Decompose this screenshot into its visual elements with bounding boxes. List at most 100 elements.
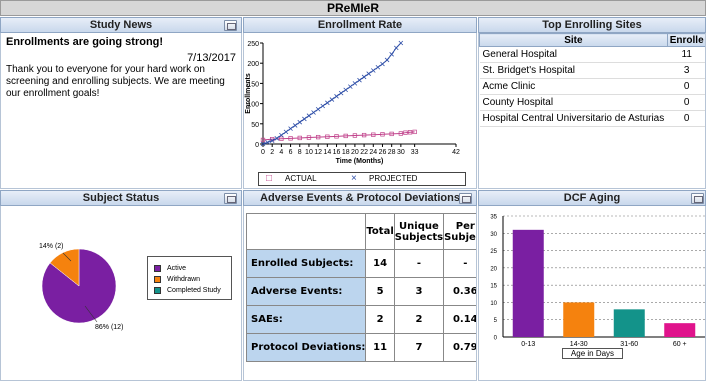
- enrollment-legend: □ ACTUAL × PROJECTED: [258, 172, 466, 186]
- legend-projected-label: PROJECTED: [369, 174, 418, 183]
- enr-x-tick-label: 0: [261, 149, 265, 156]
- projected-point: [320, 103, 326, 109]
- adverse-events-title: Adverse Events & Protocol Deviations: [260, 192, 460, 204]
- col-header-enrolled[interactable]: Enrolle: [666, 33, 705, 47]
- subject-status-title: Subject Status: [82, 192, 160, 204]
- enr-x-tick-label: 20: [351, 149, 359, 156]
- projected-point: [288, 126, 293, 131]
- enrollment-rate-title: Enrollment Rate: [317, 19, 403, 31]
- enr-y-tick-label: 250: [247, 41, 259, 48]
- projected-point: [338, 90, 344, 96]
- ae-total: 14: [365, 249, 395, 278]
- ae-row: SAEs: 2 2 0.14: [245, 305, 476, 334]
- adverse-events-header: Adverse Events & Protocol Deviations: [243, 190, 477, 206]
- ae-row-label: SAEs:: [245, 305, 367, 334]
- actual-point: [343, 133, 348, 139]
- actual-point: [380, 132, 385, 137]
- dcf-bar-1: [563, 302, 595, 337]
- projected-point: [329, 97, 335, 102]
- ae-unique: 2: [393, 305, 445, 334]
- enr-x-tick-label: 2: [270, 149, 274, 156]
- enr-x-tick-label: 42: [452, 149, 460, 156]
- site-enrolled: 0: [667, 110, 705, 127]
- ae-row-label: Adverse Events:: [245, 277, 367, 306]
- dcf-xlabel: Age in Days: [562, 348, 623, 359]
- actual-point: [361, 132, 367, 138]
- news-date: 7/13/2017: [187, 52, 236, 64]
- enr-x-tick-label: 26: [379, 149, 387, 156]
- col-header-site[interactable]: Site: [479, 33, 668, 47]
- ae-total: 2: [365, 305, 395, 334]
- actual-point: [407, 130, 413, 135]
- legend-item-active: Active: [154, 264, 186, 274]
- site-row[interactable]: St. Bridget's Hospital 3: [479, 62, 705, 79]
- site-row[interactable]: Acme Clinic 0: [479, 78, 705, 95]
- site-row[interactable]: General Hospital 11: [479, 46, 705, 63]
- enr-y-tick-label: 200: [247, 61, 259, 68]
- site-row[interactable]: Hospital Central Universitario de Asturi…: [479, 110, 705, 127]
- ae-total: 11: [365, 333, 395, 362]
- adverse-events-maximize-icon[interactable]: [459, 193, 472, 204]
- projected-point: [361, 74, 367, 80]
- dcf-x-tick-label: 60 +: [673, 341, 687, 348]
- news-headline: Enrollments are going strong!: [6, 36, 164, 48]
- projected-series-line: [262, 42, 402, 145]
- enr-x-tick-label: 16: [333, 149, 341, 156]
- site-row[interactable]: County Hospital 0: [479, 94, 705, 111]
- pie-label-large: 86% (12): [95, 324, 124, 331]
- ae-row-label: Protocol Deviations:: [245, 333, 367, 362]
- dcf-y-tick-label: 30: [490, 232, 497, 238]
- actual-point: [279, 136, 284, 141]
- subject-status-panel: 14% (2) 86% (12) Active Withdrawn Comple…: [0, 206, 242, 381]
- dcf-y-tick-label: 0: [494, 336, 498, 342]
- pie-label-small: 14% (2): [39, 243, 64, 250]
- subject-status-maximize-icon[interactable]: [224, 193, 237, 204]
- projected-point: [292, 123, 298, 128]
- ae-per-subject: 0.14: [443, 305, 476, 334]
- site-name: Hospital Central Universitario de Asturi…: [479, 110, 668, 127]
- study-news-header: Study News: [0, 17, 242, 33]
- enr-x-tick-label: 14: [323, 149, 331, 156]
- actual-point: [315, 134, 321, 140]
- projected-point: [357, 77, 362, 83]
- dcf-aging-maximize-icon[interactable]: [691, 193, 704, 204]
- projected-point: [274, 136, 280, 141]
- enr-x-tick-label: 4: [279, 149, 283, 156]
- enr-y-tick-label: 150: [247, 81, 259, 88]
- enrollment-rate-header: Enrollment Rate: [243, 17, 477, 33]
- study-news-maximize-icon[interactable]: [224, 20, 237, 31]
- projected-point: [302, 116, 307, 122]
- actual-point: [352, 133, 358, 138]
- dcf-aging-chart: 0 5 10 15 20 25 30 35 0-13 14-30 31-60 60 +: [490, 215, 705, 348]
- dcf-x-tick-label: 0-13: [521, 341, 535, 348]
- dcf-bar-2: [613, 309, 645, 337]
- actual-point: [334, 134, 339, 139]
- enr-ylabel: Enrollments: [245, 73, 252, 114]
- enr-x-tick-label: 30: [397, 149, 405, 156]
- actual-point: [412, 129, 417, 135]
- study-news-panel: Enrollments are going strong! 7/13/2017 …: [0, 33, 242, 189]
- app-title-bar: PReMIeR: [0, 0, 706, 16]
- site-enrolled: 11: [667, 46, 705, 63]
- site-enrolled: 0: [667, 78, 705, 95]
- ae-total: 5: [365, 277, 395, 306]
- site-name: Acme Clinic: [479, 78, 668, 95]
- dcf-bar-3: [664, 323, 696, 337]
- projected-point: [371, 68, 376, 73]
- enr-x-tick-label: 12: [314, 149, 322, 156]
- actual-marker-icon: □: [266, 173, 273, 184]
- ae-per-subject: 0.36: [443, 277, 476, 306]
- projected-point: [343, 87, 348, 93]
- actual-point: [403, 130, 408, 135]
- dcf-y-tick-label: 5: [494, 318, 498, 324]
- ae-per-subject: 0.79: [443, 333, 476, 362]
- ae-col-unique: Unique Subjects: [393, 213, 445, 250]
- adverse-events-panel: Total Unique Subjects Per Subject Enroll…: [243, 206, 477, 381]
- top-sites-panel: Site Enrolle General Hospital 11 St. Bridg…: [478, 33, 706, 189]
- enrollment-rate-panel: 0 50 100 150 200 250 0 2 4 6 8 10 12 14 16 18 20 22 24 26 28…: [243, 33, 477, 189]
- dcf-bar-0: [512, 229, 544, 337]
- actual-point: [398, 131, 404, 136]
- enr-x-tick-label: 18: [342, 149, 350, 156]
- enr-x-tick-label: 24: [369, 149, 377, 156]
- projected-point: [348, 84, 353, 89]
